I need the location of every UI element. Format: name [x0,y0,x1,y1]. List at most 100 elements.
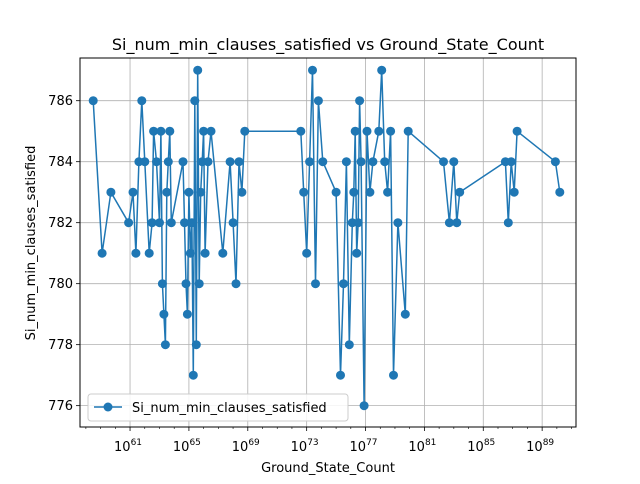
data-point [383,187,393,197]
data-point [182,309,192,319]
x-axis-label: Ground_State_Count [261,461,395,476]
data-point [193,65,203,75]
data-point [163,157,173,167]
data-point [355,96,365,106]
y-axis-label: Si_num_min_clauses_satisfied [24,146,39,341]
data-point [178,157,188,167]
data-point [149,126,159,136]
data-point [165,126,175,136]
data-point [344,340,354,350]
data-point [403,126,413,136]
data-point [196,187,206,197]
data-point [352,248,362,258]
data-point [160,340,170,350]
data-point [131,248,141,258]
data-point [187,218,197,228]
legend: Si_num_min_clauses_satisfied [87,393,349,422]
data-point [302,248,312,258]
data-point [88,96,98,106]
data-point [231,279,241,289]
data-point [380,157,390,167]
data-point [455,187,465,197]
y-tick-label: 778 [48,338,73,353]
data-point [184,187,194,197]
data-point [124,218,134,228]
data-point [452,218,462,228]
x-tick-exponent: 85 [484,438,495,448]
data-point [296,126,306,136]
data-point [144,248,154,258]
data-point [336,370,345,380]
data-point [97,248,107,258]
data-point [203,157,213,167]
data-point [166,218,176,228]
data-point [368,157,378,167]
data-point [311,279,320,289]
data-point [362,126,372,136]
data-point [190,96,200,106]
data-point [218,248,228,258]
data-point [313,96,323,106]
data-point [159,309,169,319]
data-point [305,157,315,167]
y-tick-label: 786 [48,94,73,109]
data-point [356,157,366,167]
x-tick-exponent: 81 [425,438,436,448]
legend-marker-swatch [103,402,113,412]
data-point [377,65,387,75]
plot-area-frame [79,57,577,428]
data-point [308,65,317,75]
data-point [188,370,198,380]
data-point [374,126,384,136]
data-point [237,187,247,197]
data-point [194,279,204,289]
data-point [156,126,166,136]
data-point [137,96,147,106]
data-point [200,248,210,258]
data-point [555,187,565,197]
data-point [240,126,250,136]
data-point [353,218,363,228]
chart-title: Si_num_min_clauses_satisfied vs Ground_S… [112,35,544,55]
data-point [449,157,459,167]
x-tick-exponent: 69 [248,438,260,448]
data-point [339,279,348,289]
data-point [400,309,410,319]
data-point [152,157,161,167]
data-point [106,187,116,197]
data-point [228,218,238,228]
y-tick-label: 780 [48,277,73,292]
data-point [225,157,235,167]
data-point [506,157,516,167]
data-point [180,218,189,228]
data-point [162,187,172,197]
x-tick-exponent: 61 [131,438,142,448]
data-point [155,218,164,228]
data-point [359,401,369,411]
y-tick-label: 776 [48,399,73,414]
data-point [439,157,448,167]
y-tick-label: 784 [48,155,73,170]
data-point [444,218,454,228]
series-marker-layer [88,65,565,411]
data-point [365,187,375,197]
data-point [191,340,201,350]
x-tick-exponent: 89 [543,438,555,448]
y-tick-label: 782 [48,216,73,231]
x-tick-layer: 1061 1065 1069 1073 1077 1081 1085 1089 [85,427,572,455]
data-point [350,126,360,136]
data-point [318,157,328,167]
data-point [128,187,138,197]
data-point [199,126,209,136]
data-point [234,157,244,167]
data-point [185,248,195,258]
data-point [512,126,522,136]
data-point [331,187,341,197]
data-point [550,157,560,167]
data-point [393,218,403,228]
data-point [147,218,157,228]
data-point [349,187,359,197]
legend-label: Si_num_min_clauses_satisfied [132,401,327,416]
